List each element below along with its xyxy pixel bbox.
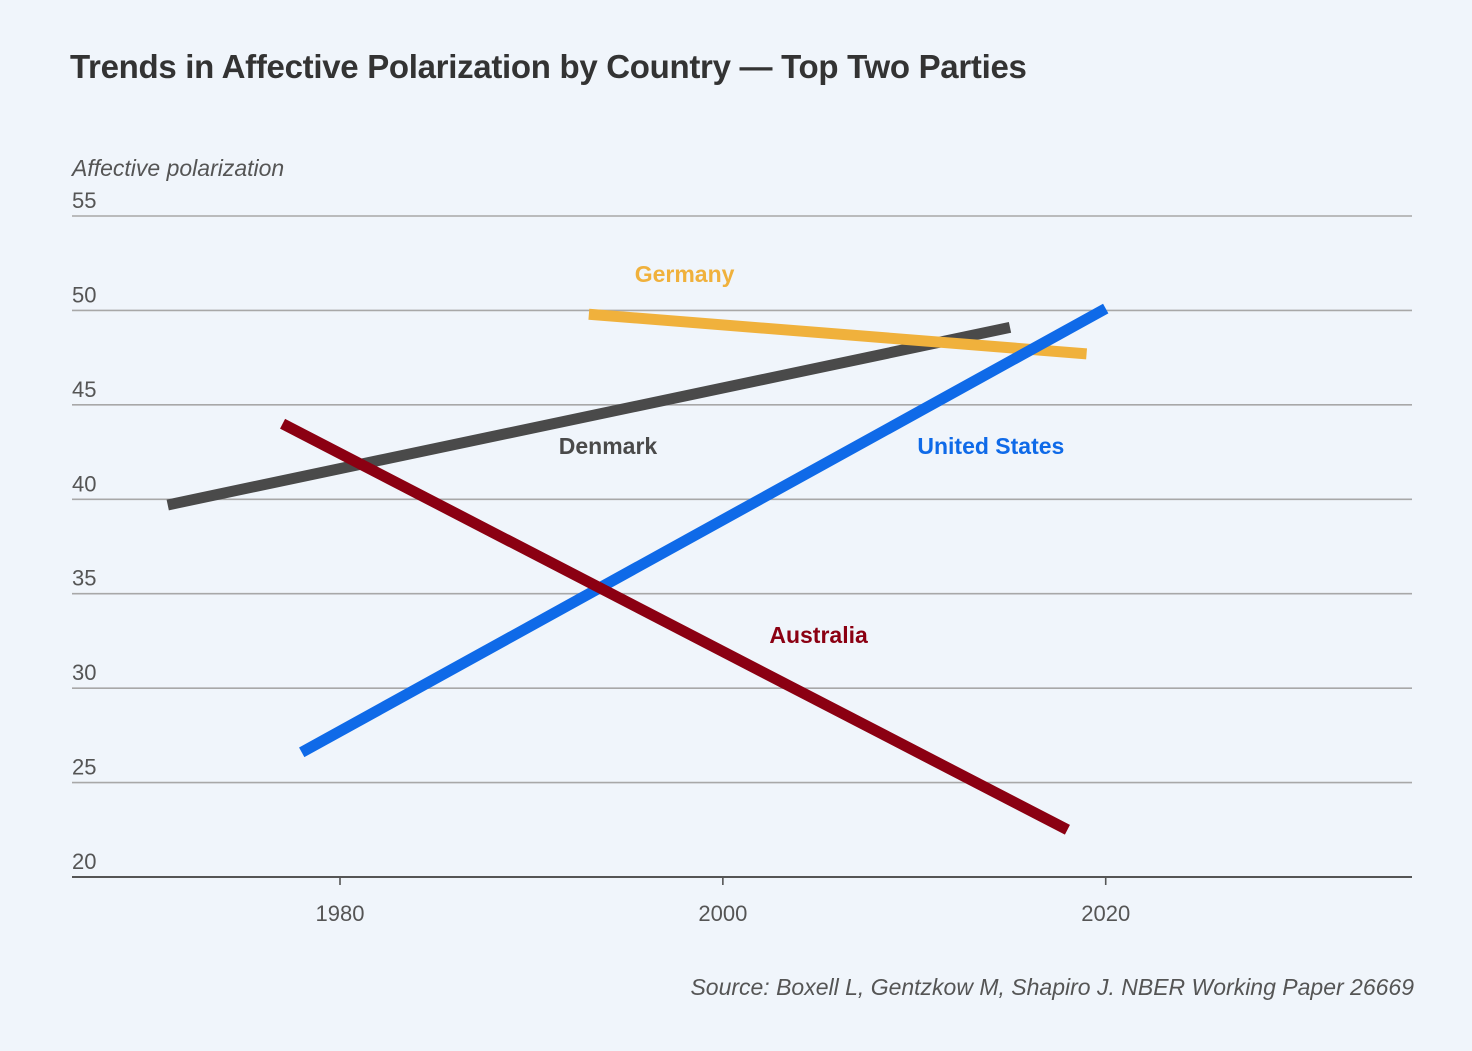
series-label-germany: Germany xyxy=(635,261,735,287)
y-axis-label: Affective polarization xyxy=(70,155,284,181)
series-line-denmark xyxy=(166,322,1012,511)
series-line-united-states xyxy=(299,303,1109,758)
series-label-denmark: Denmark xyxy=(559,433,658,459)
series-label-united-states: United States xyxy=(917,433,1064,459)
y-tick-label: 50 xyxy=(72,282,96,307)
chart-title: Trends in Affective Polarization by Coun… xyxy=(70,48,1027,85)
y-tick-label: 45 xyxy=(72,377,96,402)
y-tick-label: 55 xyxy=(72,188,96,213)
series-line-australia xyxy=(280,418,1070,835)
y-tick-label: 25 xyxy=(72,755,96,780)
series-label-australia: Australia xyxy=(769,622,868,648)
x-tick-label: 2020 xyxy=(1081,901,1130,926)
y-tick-label: 40 xyxy=(72,471,96,496)
series-line-germany xyxy=(588,308,1088,360)
y-tick-label: 30 xyxy=(72,660,96,685)
y-tick-label: 35 xyxy=(72,566,96,591)
x-tick-label: 2000 xyxy=(698,901,747,926)
y-tick-label: 20 xyxy=(72,849,96,874)
x-tick-label: 1980 xyxy=(316,901,365,926)
source-note: Source: Boxell L, Gentzkow M, Shapiro J.… xyxy=(690,974,1414,1000)
